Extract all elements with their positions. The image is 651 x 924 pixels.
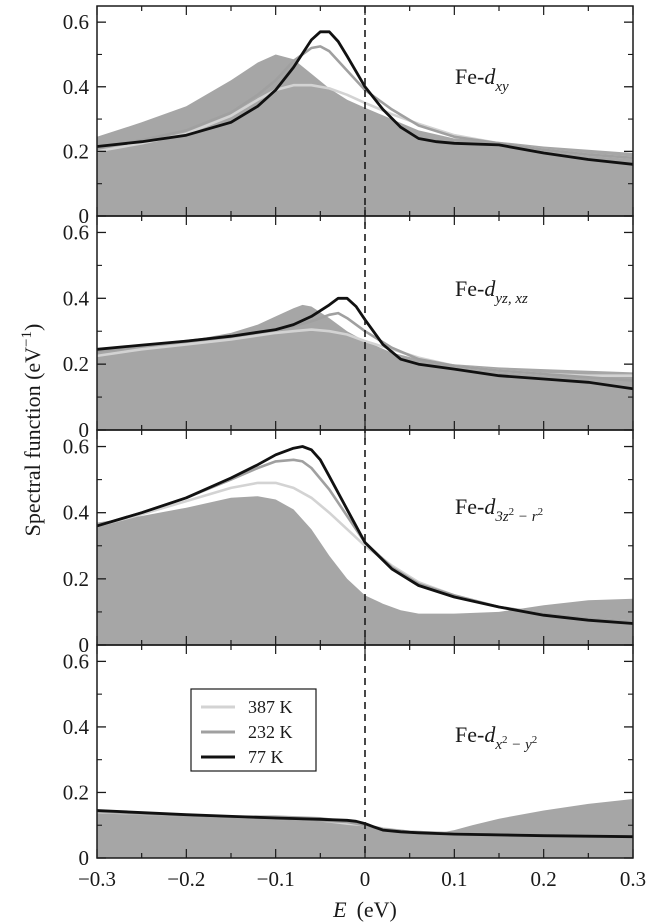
x-axis-label: E (eV) (332, 897, 397, 922)
y-tick-label: 0.4 (63, 75, 90, 99)
y-tick-label: 0.2 (63, 567, 89, 591)
orbital-subscript: 3z (494, 509, 509, 525)
orbital-subscript: yz, xz (493, 291, 528, 307)
orbital-symbol: d (484, 276, 496, 301)
y-axis-label-superscript: −1 (19, 331, 35, 347)
y-tick-label: 0.6 (63, 435, 89, 459)
orbital-label: Fe-dx2 − y2 (455, 722, 537, 753)
orbital-subscript-exponent: 2 (538, 506, 544, 518)
y-tick-label: 0.6 (63, 220, 89, 244)
orbital-subscript-exponent: 2 (509, 506, 515, 518)
y-axis-label-close: ) (20, 324, 45, 331)
legend-label: 232 K (248, 722, 293, 742)
x-axis-unit: (eV) (357, 897, 397, 922)
y-tick-label: 0 (79, 633, 90, 657)
orbital-subscript: xy (494, 79, 509, 95)
orbital-prefix: Fe- (455, 276, 484, 301)
y-tick-label: 0 (79, 204, 90, 228)
orbital-symbol: d (484, 64, 496, 89)
orbital-prefix: Fe- (455, 722, 484, 747)
orbital-prefix: Fe- (455, 494, 484, 519)
y-tick-label: 0 (79, 418, 90, 442)
series-line-77k (97, 809, 633, 839)
shaded-area (97, 54, 633, 216)
x-tick-label: 0.1 (441, 867, 467, 891)
legend: 387 K 232 K 77 K (190, 688, 317, 772)
y-tick-label: 0.2 (63, 352, 89, 376)
y-tick-label: 0.6 (63, 649, 89, 673)
series-line-77k (97, 296, 633, 391)
orbital-label: Fe-d3z2 − r2 (455, 494, 543, 525)
legend-label: 387 K (248, 697, 293, 717)
series-line-232k (97, 45, 633, 160)
y-axis-label-main: Spectral function (eV (20, 347, 45, 536)
x-axis-variable: E (332, 897, 347, 922)
orbital-subscript-exponent: 2 (502, 734, 508, 746)
y-tick-label: 0 (79, 846, 90, 870)
orbital-symbol: d (484, 494, 496, 519)
x-tick-label: 0 (360, 867, 371, 891)
orbital-subscript-mid: − r (514, 509, 538, 525)
y-tick-label: 0.4 (63, 286, 90, 310)
orbital-subscript-mid: − y (508, 737, 533, 753)
orbital-prefix: Fe- (455, 64, 484, 89)
y-tick-label: 0.2 (63, 780, 89, 804)
orbital-subscript-exponent: 2 (532, 734, 538, 746)
shaded-area (97, 496, 633, 645)
orbital-label: Fe-dxy (455, 64, 509, 95)
orbital-label: Fe-dyz, xz (455, 276, 528, 307)
axis-ticks (96, 6, 634, 859)
y-tick-label: 0.6 (63, 10, 89, 34)
y-tick-label: 0.2 (63, 139, 89, 163)
y-tick-label: 0.4 (63, 715, 90, 739)
x-tick-label: 0.3 (620, 867, 646, 891)
orbital-subscript: x (494, 737, 502, 753)
y-axis-label: Spectral function (eV−1) (19, 324, 45, 537)
series-line-77k (97, 30, 633, 166)
series-line-77k (97, 445, 633, 625)
x-tick-label: −0.1 (257, 867, 295, 891)
x-tick-label: −0.3 (78, 867, 116, 891)
x-tick-label: 0.2 (531, 867, 557, 891)
orbital-symbol: d (484, 722, 496, 747)
x-tick-label: −0.2 (167, 867, 205, 891)
legend-label: 77 K (248, 747, 284, 767)
y-tick-label: 0.4 (63, 501, 90, 525)
